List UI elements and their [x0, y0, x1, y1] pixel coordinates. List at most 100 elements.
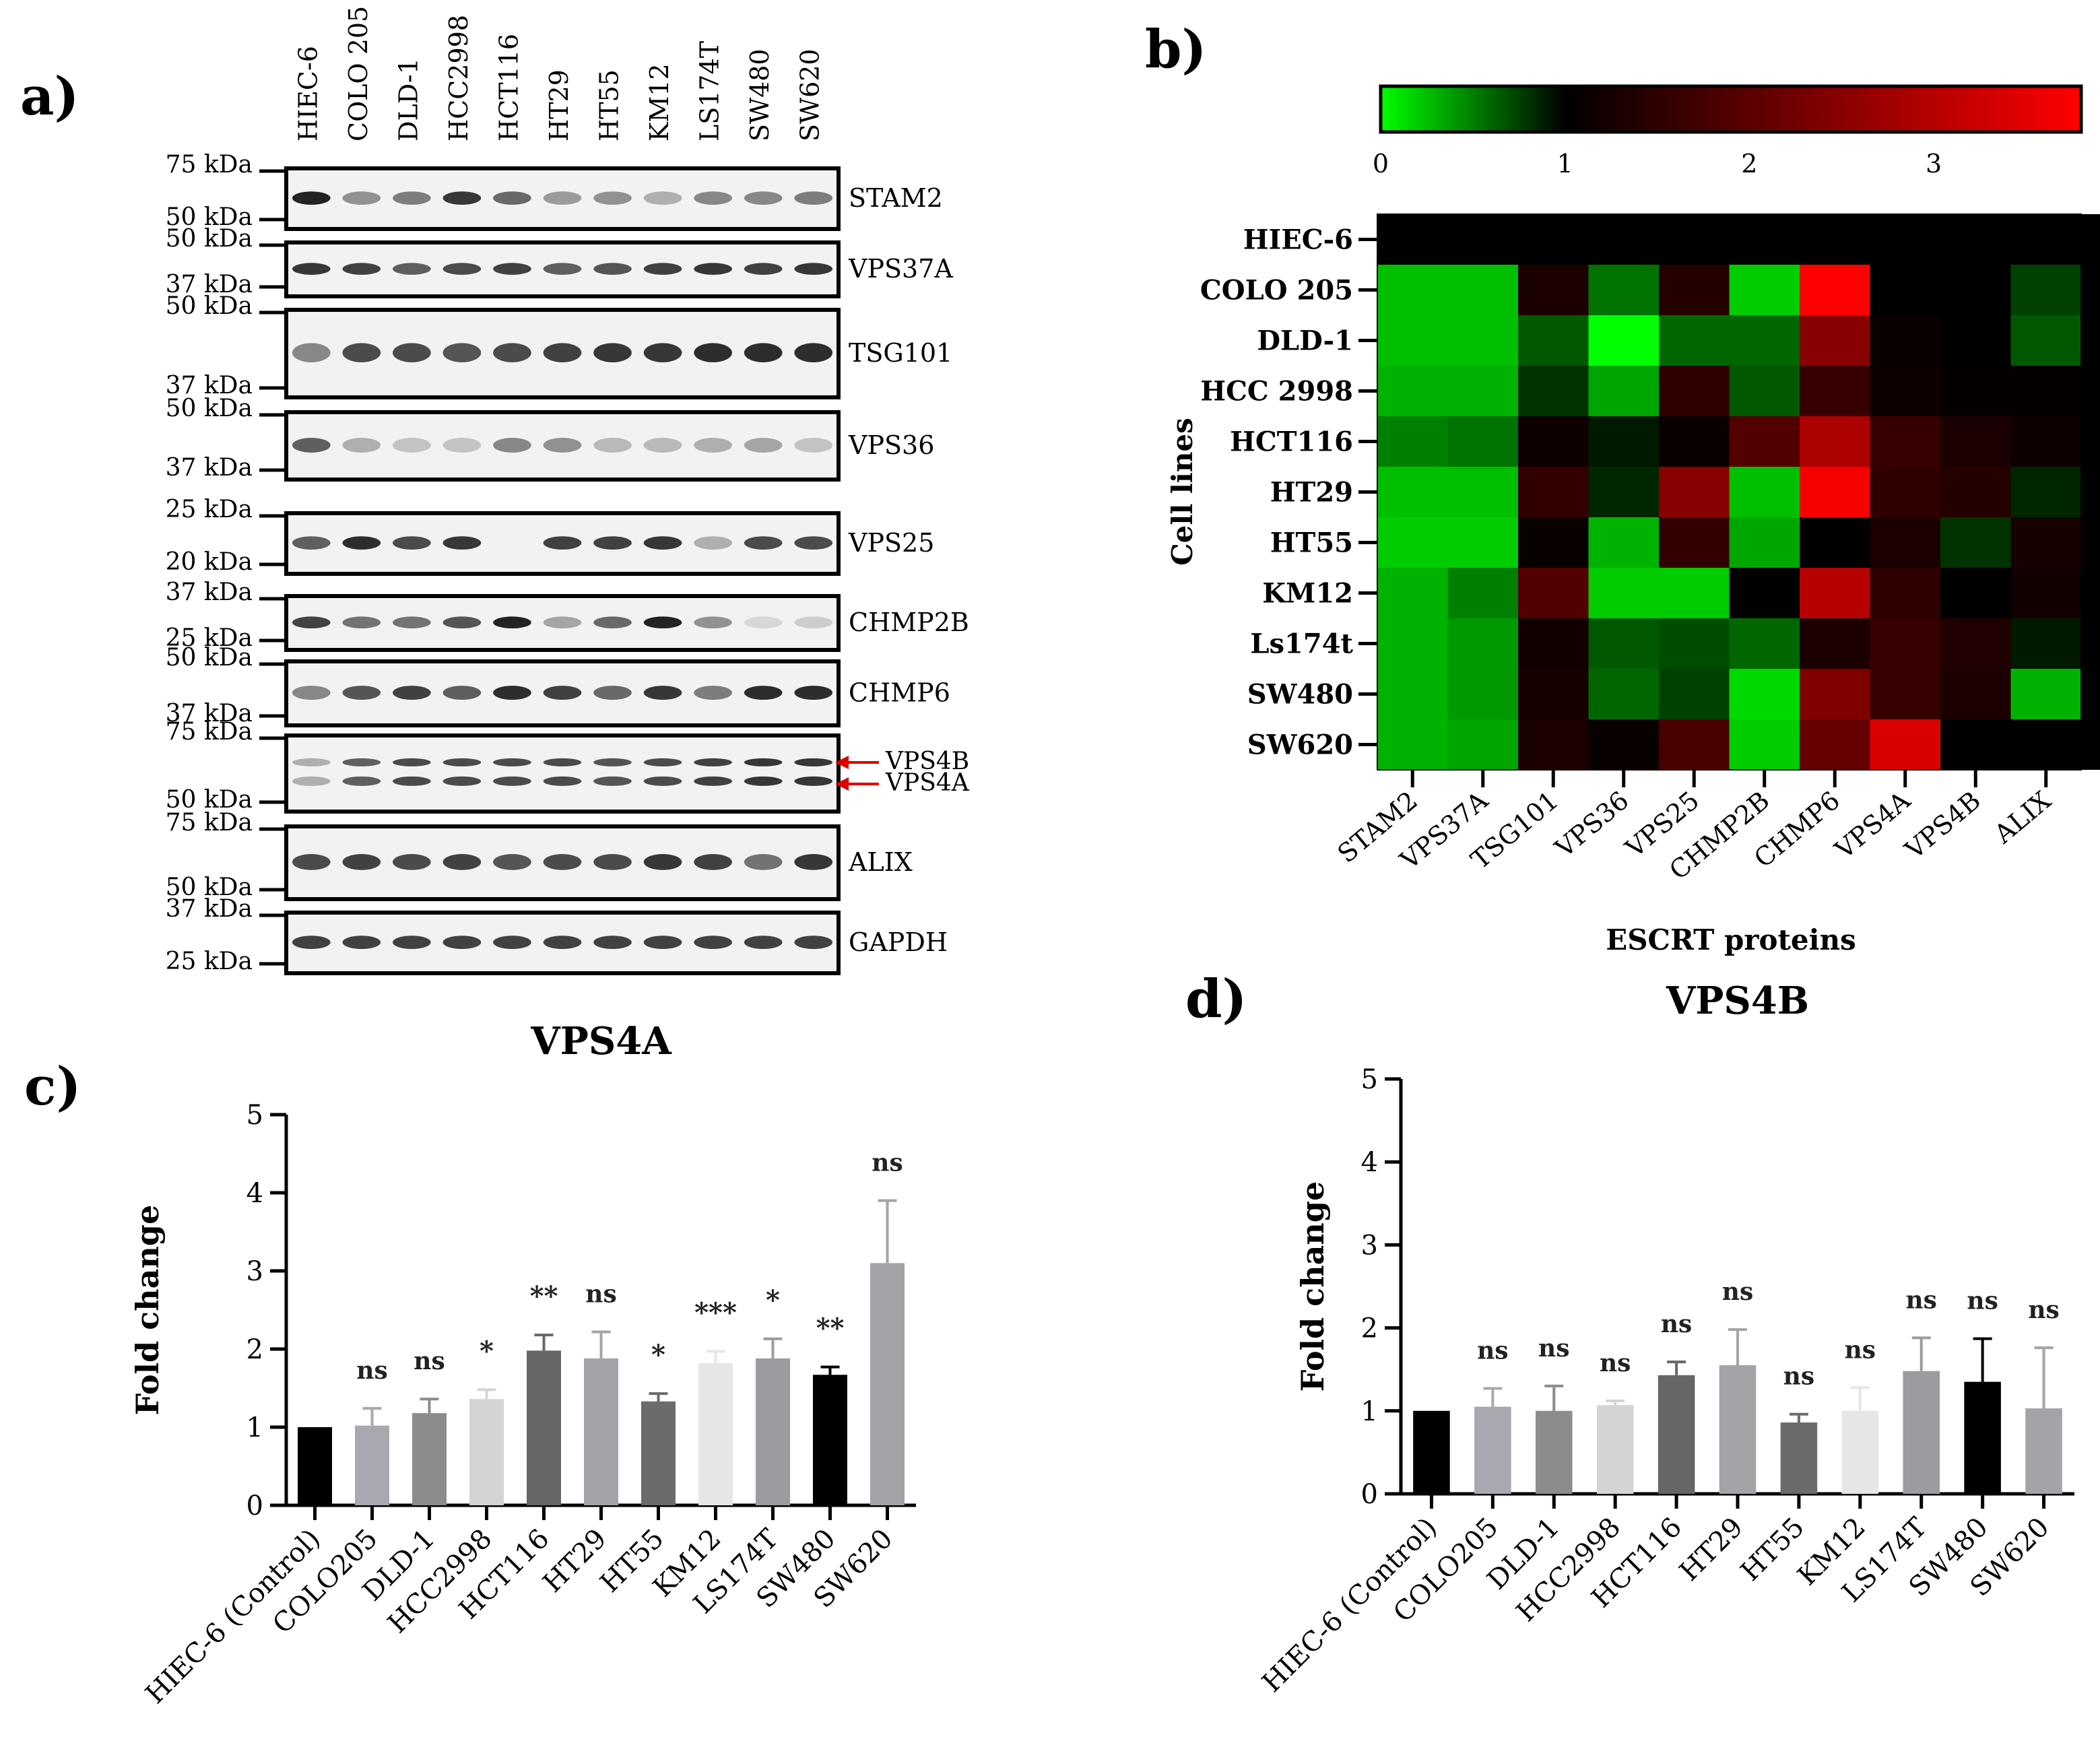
heatmap-cell: [1447, 315, 1519, 366]
heatmap-col-label: VPS4B: [1899, 785, 1987, 865]
blot-band: [643, 616, 682, 628]
heatmap-cell: [1588, 265, 1660, 316]
heatmap-panel: 0 1 2 3 HIEC-6 COLO 205 DLD-1 HCC 2998 HCT116 HT2…: [1166, 84, 2100, 956]
blot-band: [543, 686, 582, 700]
heatmap-row-label: KM12: [1262, 578, 1353, 610]
blot-band: [393, 616, 431, 628]
bar: [355, 1425, 389, 1505]
panel-a-label: a): [20, 66, 79, 127]
heatmap-cell: [1870, 416, 1941, 467]
blot-band: [593, 616, 632, 628]
y-tick-label: 3: [1361, 1230, 1378, 1261]
red-arrowhead: [835, 777, 849, 791]
blot-band: [292, 776, 331, 786]
significance-label: **: [816, 1313, 845, 1344]
blot-lane-label: LS174T: [695, 41, 725, 141]
blot-band: [744, 936, 783, 949]
blot-band: [794, 936, 833, 949]
significance-label: ns: [1538, 1334, 1569, 1363]
heatmap-cell: [1800, 669, 1870, 720]
blot-protein-label: CHMP2B: [849, 608, 969, 637]
heatmap-cell: [1518, 568, 1589, 619]
heatmap-cell: [1518, 719, 1589, 770]
blot-lane-label: COLO 205: [343, 6, 373, 141]
y-tick-label: 4: [247, 1178, 263, 1209]
blot-band: [292, 263, 331, 275]
heatmap-cell: [1518, 669, 1589, 720]
blot-band: [643, 776, 682, 786]
heatmap-cell: [2010, 315, 2082, 366]
heatmap-row-label: COLO 205: [1200, 275, 1353, 306]
heatmap-cell: [1659, 467, 1730, 518]
blot-band: [292, 343, 331, 362]
blot-band: [442, 343, 482, 362]
heatmap-cell: [1659, 315, 1730, 366]
blot-lane-label: HIEC-6: [293, 46, 323, 141]
blot-band: [593, 776, 632, 786]
heatmap-cell: [1377, 719, 1448, 770]
heatmap-cell: [1377, 669, 1448, 720]
blot-band: [543, 936, 582, 949]
y-tick-label: 5: [247, 1100, 263, 1131]
significance-label: ns: [1477, 1337, 1508, 1365]
marker-label: 75 kDa: [166, 151, 253, 178]
blot-band: [593, 686, 632, 700]
heatmap-cell: [1800, 416, 1870, 467]
blot-band: [342, 854, 381, 870]
heatmap-cell: [1729, 568, 1800, 619]
blot-band: [493, 936, 531, 949]
bar: [1596, 1405, 1634, 1494]
bar: [1474, 1406, 1511, 1494]
blot-protein-label: STAM2: [849, 183, 943, 213]
blot-band: [442, 536, 482, 550]
heatmap-cell: [1870, 366, 1941, 417]
y-tick-label: 2: [247, 1334, 263, 1365]
panel-c-label: c): [24, 1056, 81, 1117]
heatmap-cell: [1377, 214, 1448, 265]
heatmap-cell: [1447, 517, 1519, 568]
heatmap-cell: [1518, 618, 1589, 669]
blot-band: [694, 936, 732, 949]
heatmap-col-label: ALIX: [1988, 785, 2057, 849]
heatmap-cell: [1377, 467, 1448, 518]
heatmap-cell: [1377, 568, 1448, 619]
blot-band: [342, 758, 381, 766]
heatmap-cell: [1870, 315, 1941, 366]
blot-lane-label: HCC2998: [444, 15, 473, 141]
blot-band: [393, 191, 431, 205]
blot-band: [493, 263, 531, 275]
heatmap-cell: [1518, 315, 1589, 366]
blot-band: [493, 616, 531, 628]
bar: [584, 1358, 618, 1505]
marker-label: 50 kDa: [166, 786, 253, 814]
blot-band: [593, 191, 632, 205]
significance-label: ns: [2028, 1296, 2059, 1324]
heatmap-right-edge: [2081, 214, 2100, 770]
blot-band: [593, 758, 632, 766]
blot-band: [292, 686, 331, 700]
heatmap-cell: [1800, 214, 1870, 265]
heatmap-cell: [1447, 669, 1519, 720]
blot-band: [493, 438, 531, 453]
heatmap-row-label: SW480: [1247, 679, 1353, 711]
blot-band: [643, 343, 682, 362]
heatmap-cell: [1588, 618, 1660, 669]
panel-d-label: d): [1185, 969, 1247, 1030]
marker-label: 37 kDa: [166, 700, 253, 727]
heatmap-cell: [1588, 517, 1660, 568]
heatmap-row-label: HCT116: [1230, 426, 1353, 458]
colorbar: [1379, 84, 2083, 134]
panel-b-label: b): [1145, 19, 1206, 80]
heatmap-cell: [1518, 366, 1589, 417]
heatmap-cell: [1800, 265, 1870, 316]
heatmap-cell: [1870, 719, 1941, 770]
blot-band: [342, 191, 381, 205]
blot-band: [442, 191, 482, 205]
blot-band: [694, 776, 732, 786]
heatmap-cell: [1940, 669, 2011, 720]
blot-band: [593, 854, 632, 870]
heatmap-cell: [1518, 265, 1589, 316]
blot-lane-label: SW480: [745, 48, 775, 141]
heatmap-cell: [2010, 669, 2082, 720]
